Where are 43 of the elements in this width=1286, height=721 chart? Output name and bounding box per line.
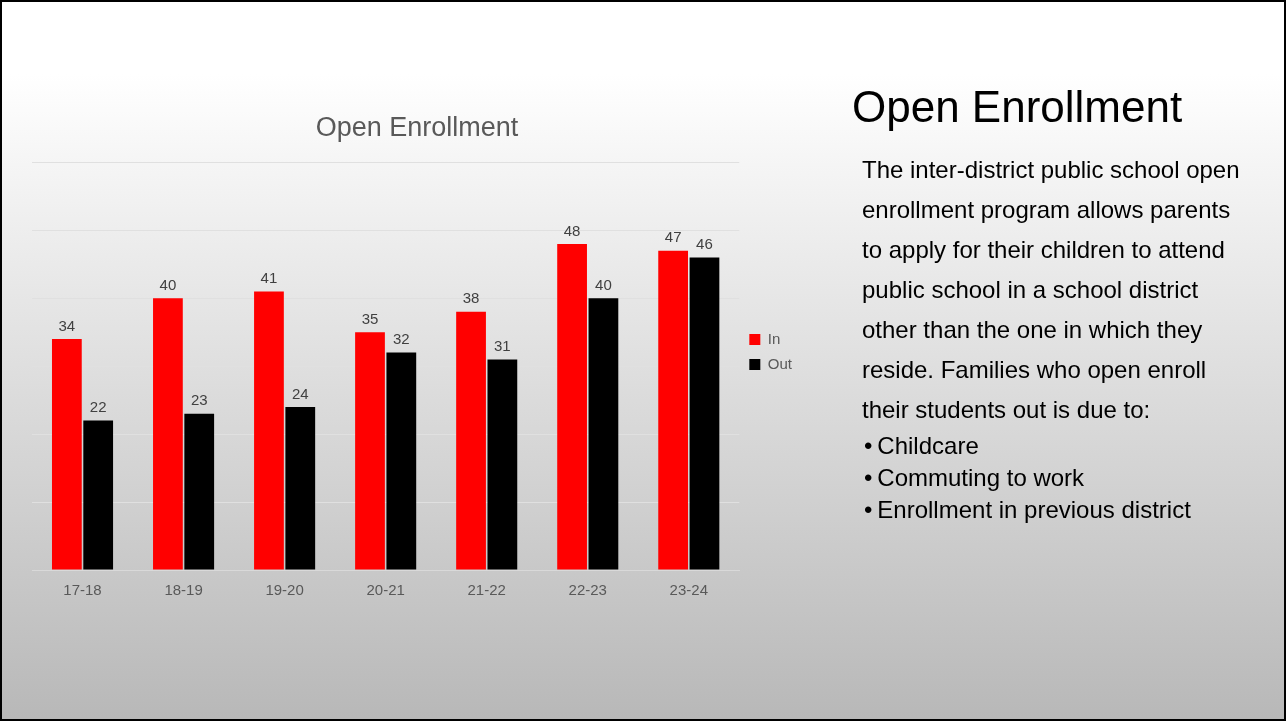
text: Open Enrollment [852, 82, 1184, 132]
bar [355, 332, 385, 570]
bar [588, 298, 619, 570]
x-tick-label: 21-22 [467, 581, 506, 599]
bar [557, 243, 587, 570]
data-label: 32 [392, 330, 410, 348]
bar [487, 359, 518, 570]
bar [285, 406, 316, 570]
x-tick-label: 18-19 [164, 581, 203, 599]
x-tick-label: 17-18 [63, 581, 102, 599]
data-label: 31 [494, 337, 511, 355]
text: • Enrollment in previous district [864, 495, 1192, 525]
x-tick-label: 19-20 [265, 581, 304, 599]
data-label: 22 [89, 398, 107, 416]
bar [184, 413, 215, 570]
legend-label: In [767, 329, 781, 347]
chart-title: Open Enrollment [315, 111, 519, 142]
data-label: 38 [462, 289, 480, 307]
data-label: 46 [696, 235, 713, 253]
legend-label: Out [767, 354, 793, 372]
bar [254, 291, 284, 570]
data-label: 40 [159, 275, 177, 293]
data-label: 48 [563, 221, 581, 239]
x-tick-label: 20-21 [366, 581, 405, 599]
text: • Childcare [864, 431, 980, 461]
text: • Commuting to work [864, 463, 1086, 493]
bar [153, 298, 183, 570]
data-label: 24 [291, 384, 309, 402]
x-tick-label: 22-23 [568, 581, 607, 599]
text: The inter-district public school open enrollment program allows parents to apply for their children to attend public school in a school district other than the one in which they reside. Families who open enroll their students out is due to: [861, 155, 1241, 425]
bar [456, 311, 486, 570]
data-label: 35 [361, 309, 379, 327]
data-label: 40 [595, 275, 612, 293]
bar [658, 250, 689, 570]
bar [386, 352, 417, 570]
bar [83, 420, 114, 570]
x-tick-label: 23-24 [669, 581, 708, 599]
bar [51, 339, 82, 570]
data-label: 47 [664, 228, 682, 246]
data-label: 41 [260, 269, 278, 287]
data-label: 34 [58, 316, 76, 334]
data-label: 23 [190, 391, 208, 409]
bar [689, 257, 720, 570]
